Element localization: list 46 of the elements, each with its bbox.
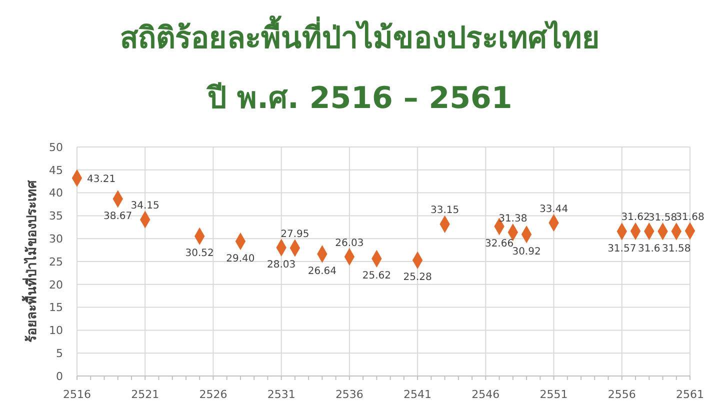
x-tick-label: 2556 <box>608 388 636 401</box>
x-tick-label: 2551 <box>540 388 568 401</box>
x-tick-label: 2541 <box>404 388 432 401</box>
y-tick-label: 20 <box>49 278 63 292</box>
chart-subtitle: ปี พ.ศ. 2516 – 2561 <box>206 81 512 116</box>
data-label: 30.92 <box>512 246 541 258</box>
x-tick-label: 2531 <box>267 388 296 401</box>
y-tick-label: 15 <box>49 301 63 314</box>
data-label: 32.66 <box>484 238 514 250</box>
x-tick-label: 2521 <box>131 388 160 401</box>
x-tick-label: 2546 <box>472 388 500 401</box>
y-tick-label: 10 <box>49 324 63 338</box>
chart-title: สถิติร้อยละพื้นที่ป่าไม้ของประเทศไทย <box>120 15 600 56</box>
x-tick-label: 2516 <box>63 388 91 401</box>
data-label: 31.58 <box>662 243 691 254</box>
data-label: 33.15 <box>430 205 460 216</box>
data-label: 26.03 <box>335 238 364 249</box>
data-label: 33.44 <box>539 204 568 215</box>
data-label: 25.62 <box>362 270 392 282</box>
y-tick-label: 50 <box>49 140 63 154</box>
data-label: 31.62 <box>621 212 650 224</box>
x-tick-label: 2561 <box>676 388 704 401</box>
data-label: 31.57 <box>608 243 636 254</box>
y-tick-label: 5 <box>56 346 63 360</box>
data-label: 31.68 <box>676 212 704 223</box>
y-tick-label: 40 <box>49 186 63 200</box>
data-label: 31.6 <box>638 243 660 254</box>
data-label: 38.67 <box>104 210 132 222</box>
y-tick-label: 45 <box>49 164 63 177</box>
y-tick-label: 0 <box>56 370 63 383</box>
data-label: 25.28 <box>403 272 432 284</box>
y-tick-label: 25 <box>49 255 63 268</box>
y-axis-title: ร้อยละพื้นที่ป่าไม้ของประเทศ <box>21 180 40 342</box>
x-tick-label: 2526 <box>199 388 228 401</box>
data-label: 27.95 <box>280 228 310 240</box>
data-label: 43.21 <box>87 174 116 186</box>
y-tick-label: 35 <box>49 210 63 223</box>
data-label: 26.64 <box>308 266 337 277</box>
data-label: 31.38 <box>498 213 528 224</box>
data-label: 34.15 <box>130 200 160 212</box>
data-label: 29.40 <box>226 253 255 264</box>
y-tick-label: 30 <box>49 232 63 246</box>
data-label: 31.58 <box>648 212 678 224</box>
x-tick-label: 2536 <box>335 388 364 401</box>
data-label: 30.52 <box>185 248 214 260</box>
data-label: 28.03 <box>267 260 296 271</box>
